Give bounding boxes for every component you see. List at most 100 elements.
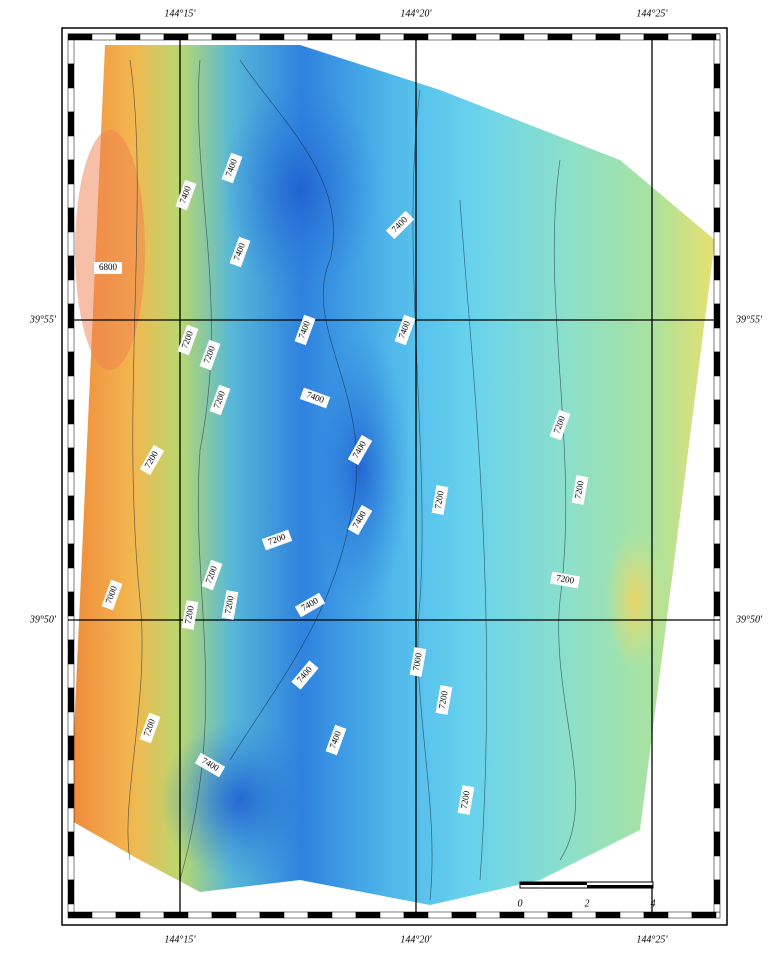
border-segment (620, 34, 644, 40)
border-segment (714, 328, 720, 352)
border-segment (620, 912, 644, 918)
border-segment (714, 184, 720, 208)
contour-label-group: 6800 (94, 262, 122, 274)
border-segment (714, 856, 720, 880)
longitude-label: 144°20' (400, 8, 432, 19)
border-segment (714, 712, 720, 736)
border-segment (548, 912, 572, 918)
border-segment (714, 304, 720, 328)
border-segment (500, 34, 524, 40)
border-segment (524, 912, 548, 918)
contour-label: 6800 (99, 262, 118, 272)
border-segment (68, 64, 74, 88)
shallow-area (605, 530, 665, 670)
deep-area (310, 330, 410, 610)
border-segment (714, 400, 720, 424)
border-segment (188, 912, 212, 918)
border-segment (68, 184, 74, 208)
scale-label: 4 (651, 898, 656, 909)
border-segment (692, 912, 716, 918)
border-segment (668, 912, 692, 918)
border-segment (68, 856, 74, 880)
border-segment (714, 64, 720, 88)
border-segment (284, 34, 308, 40)
border-segment (68, 376, 74, 400)
border-segment (68, 808, 74, 832)
border-segment (380, 34, 404, 40)
border-segment (380, 912, 404, 918)
border-segment (164, 34, 188, 40)
border-segment (68, 664, 74, 688)
border-segment (714, 640, 720, 664)
border-segment (260, 34, 284, 40)
border-segment (452, 912, 476, 918)
border-segment (284, 912, 308, 918)
border-segment (164, 912, 188, 918)
border-segment (714, 472, 720, 496)
border-segment (68, 280, 74, 304)
longitude-label: 144°15' (164, 934, 196, 945)
border-segment (332, 34, 356, 40)
border-segment (92, 34, 116, 40)
border-segment (714, 424, 720, 448)
border-segment (714, 736, 720, 760)
border-segment (68, 88, 74, 112)
border-segment (92, 912, 116, 918)
border-segment (68, 472, 74, 496)
border-segment (714, 520, 720, 544)
scale-label: 0 (518, 898, 523, 909)
border-segment (236, 34, 260, 40)
border-segment (668, 34, 692, 40)
border-segment (714, 256, 720, 280)
border-segment (714, 112, 720, 136)
border-segment (572, 34, 596, 40)
border-segment (212, 34, 236, 40)
border-segment (714, 208, 720, 232)
border-segment (356, 912, 380, 918)
border-segment (68, 136, 74, 160)
border-segment (68, 688, 74, 712)
border-segment (428, 34, 452, 40)
border-segment (714, 880, 720, 904)
latitude-label: 39°55' (29, 314, 57, 325)
border-segment (68, 496, 74, 520)
border-segment (714, 88, 720, 112)
border-segment (714, 832, 720, 856)
border-segment (428, 912, 452, 918)
border-segment (548, 34, 572, 40)
border-segment (68, 832, 74, 856)
border-segment (68, 256, 74, 280)
border-segment (572, 912, 596, 918)
border-segment (116, 912, 140, 918)
border-segment (68, 112, 74, 136)
border-segment (68, 34, 92, 40)
border-segment (332, 912, 356, 918)
border-segment (140, 912, 164, 918)
border-segment (714, 784, 720, 808)
border-segment (308, 912, 332, 918)
border-segment (714, 376, 720, 400)
border-segment (596, 912, 620, 918)
border-segment (714, 352, 720, 376)
border-segment (68, 640, 74, 664)
border-segment (68, 232, 74, 256)
border-segment (68, 912, 92, 918)
latitude-label: 39°50' (29, 614, 57, 625)
longitude-label: 144°20' (400, 934, 432, 945)
border-segment (68, 736, 74, 760)
longitude-label: 144°25' (636, 934, 668, 945)
bathymetry-map: 144°15'144°15'144°20'144°20'144°25'144°2… (0, 0, 774, 953)
latitude-label: 39°50' (735, 614, 763, 625)
border-segment (68, 568, 74, 592)
border-segment (714, 664, 720, 688)
border-segment (68, 760, 74, 784)
deep-area (220, 80, 380, 300)
border-segment (476, 34, 500, 40)
border-segment (714, 592, 720, 616)
border-segment (714, 568, 720, 592)
border-segment (714, 544, 720, 568)
border-segment (236, 912, 260, 918)
border-segment (308, 34, 332, 40)
border-segment (68, 352, 74, 376)
latitude-label: 39°55' (735, 314, 763, 325)
